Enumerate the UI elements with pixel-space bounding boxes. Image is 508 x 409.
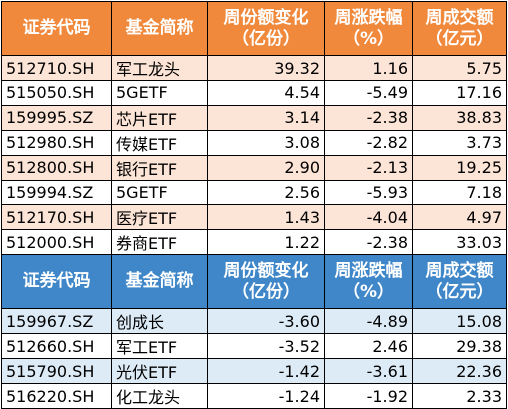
- turnover: 15.08: [412, 308, 507, 334]
- table-row: 515790.SH 光伏ETF -1.42 -3.61 22.36: [1, 358, 507, 384]
- header-turnover: 周成交额 （亿元）: [412, 1, 507, 56]
- turnover: 7.18: [412, 179, 507, 205]
- table-row: 516220.SH 化工龙头 -1.24 -1.92 2.33: [1, 383, 507, 409]
- turnover: 2.33: [412, 383, 507, 409]
- fund-code: 516220.SH: [1, 383, 112, 409]
- pct-change: 2.46: [324, 333, 413, 359]
- share-change: -1.42: [207, 358, 325, 384]
- pct-change: -3.61: [324, 358, 413, 384]
- table-row: 512800.SH 银行ETF 2.90 -2.13 19.25: [1, 154, 507, 181]
- turnover: 22.36: [412, 358, 507, 384]
- table-row: 515050.SH 5GETF 4.54 -5.49 17.16: [1, 80, 507, 106]
- pct-change: -4.89: [324, 308, 413, 334]
- table-row: 512170.SH 医疗ETF 1.43 -4.04 4.97: [1, 204, 507, 230]
- fund-code: 515790.SH: [1, 358, 112, 384]
- inflow-header-row: 证券代码 基金简称 周份额变化 （亿份） 周涨跌幅 （%） 周成交额 （亿元）: [1, 1, 507, 56]
- turnover: 17.16: [412, 80, 507, 106]
- header-share-change: 周份额变化 （亿份）: [207, 1, 325, 56]
- table-row: 512980.SH 传媒ETF 3.08 -2.82 3.73: [1, 129, 507, 156]
- fund-code: 159994.SZ: [1, 179, 112, 205]
- turnover: 19.25: [412, 154, 507, 181]
- pct-change: -1.92: [324, 383, 413, 409]
- table-row: 512710.SH 军工龙头 39.32 1.16 5.75: [1, 55, 507, 81]
- table-row: 159967.SZ 创成长 -3.60 -4.89 15.08: [1, 308, 507, 334]
- share-change: 2.90: [207, 154, 325, 181]
- turnover: 33.03: [412, 229, 507, 255]
- header-share-change: 周份额变化 （亿份）: [207, 254, 325, 309]
- pct-change: -2.13: [324, 154, 413, 181]
- header-turnover: 周成交额 （亿元）: [412, 254, 507, 309]
- share-change: 3.08: [207, 129, 325, 156]
- pct-change: -2.38: [324, 104, 413, 131]
- fund-name: 军工龙头: [111, 55, 208, 81]
- share-change: -3.60: [207, 308, 325, 334]
- pct-change: -5.93: [324, 179, 413, 205]
- fund-name: 光伏ETF: [111, 358, 208, 384]
- header-code: 证券代码: [1, 254, 112, 309]
- fund-code: 512000.SH: [1, 229, 112, 255]
- fund-name: 军工ETF: [111, 333, 208, 359]
- pct-change: 1.16: [324, 55, 413, 81]
- header-pct-change: 周涨跌幅 （%）: [324, 254, 413, 309]
- turnover: 3.73: [412, 129, 507, 156]
- fund-name: 银行ETF: [111, 154, 208, 181]
- turnover: 5.75: [412, 55, 507, 81]
- share-change: 1.22: [207, 229, 325, 255]
- fund-name: 化工龙头: [111, 383, 208, 409]
- fund-name: 芯片ETF: [111, 104, 208, 131]
- share-change: -3.52: [207, 333, 325, 359]
- table-row: 159994.SZ 5GETF 2.56 -5.93 7.18: [1, 179, 507, 205]
- table-row: 512000.SH 券商ETF 1.22 -2.38 33.03: [1, 229, 507, 255]
- fund-code: 515050.SH: [1, 80, 112, 106]
- header-name: 基金简称: [111, 254, 208, 309]
- pct-change: -2.82: [324, 129, 413, 156]
- table-row: 159995.SZ 芯片ETF 3.14 -2.38 38.83: [1, 104, 507, 131]
- fund-code: 512980.SH: [1, 129, 112, 156]
- fund-code: 159967.SZ: [1, 308, 112, 334]
- header-name: 基金简称: [111, 1, 208, 56]
- table-row: 512660.SH 军工ETF -3.52 2.46 29.38: [1, 333, 507, 359]
- share-change: 3.14: [207, 104, 325, 131]
- fund-name: 医疗ETF: [111, 204, 208, 230]
- header-pct-change: 周涨跌幅 （%）: [324, 1, 413, 56]
- share-change: 4.54: [207, 80, 325, 106]
- turnover: 29.38: [412, 333, 507, 359]
- fund-name: 创成长: [111, 308, 208, 334]
- outflow-header-row: 证券代码 基金简称 周份额变化 （亿份） 周涨跌幅 （%） 周成交额 （亿元）: [1, 254, 507, 309]
- share-change: 39.32: [207, 55, 325, 81]
- fund-name: 券商ETF: [111, 229, 208, 255]
- share-change: 2.56: [207, 179, 325, 205]
- share-change: -1.24: [207, 383, 325, 409]
- header-code: 证券代码: [1, 1, 112, 56]
- turnover: 38.83: [412, 104, 507, 131]
- fund-code: 512800.SH: [1, 154, 112, 181]
- fund-name: 5GETF: [111, 179, 208, 205]
- fund-code: 512710.SH: [1, 55, 112, 81]
- fund-name: 5GETF: [111, 80, 208, 106]
- fund-code: 512170.SH: [1, 204, 112, 230]
- share-change: 1.43: [207, 204, 325, 230]
- fund-code: 159995.SZ: [1, 104, 112, 131]
- fund-name: 传媒ETF: [111, 129, 208, 156]
- fund-code: 512660.SH: [1, 333, 112, 359]
- turnover: 4.97: [412, 204, 507, 230]
- pct-change: -2.38: [324, 229, 413, 255]
- pct-change: -5.49: [324, 80, 413, 106]
- pct-change: -4.04: [324, 204, 413, 230]
